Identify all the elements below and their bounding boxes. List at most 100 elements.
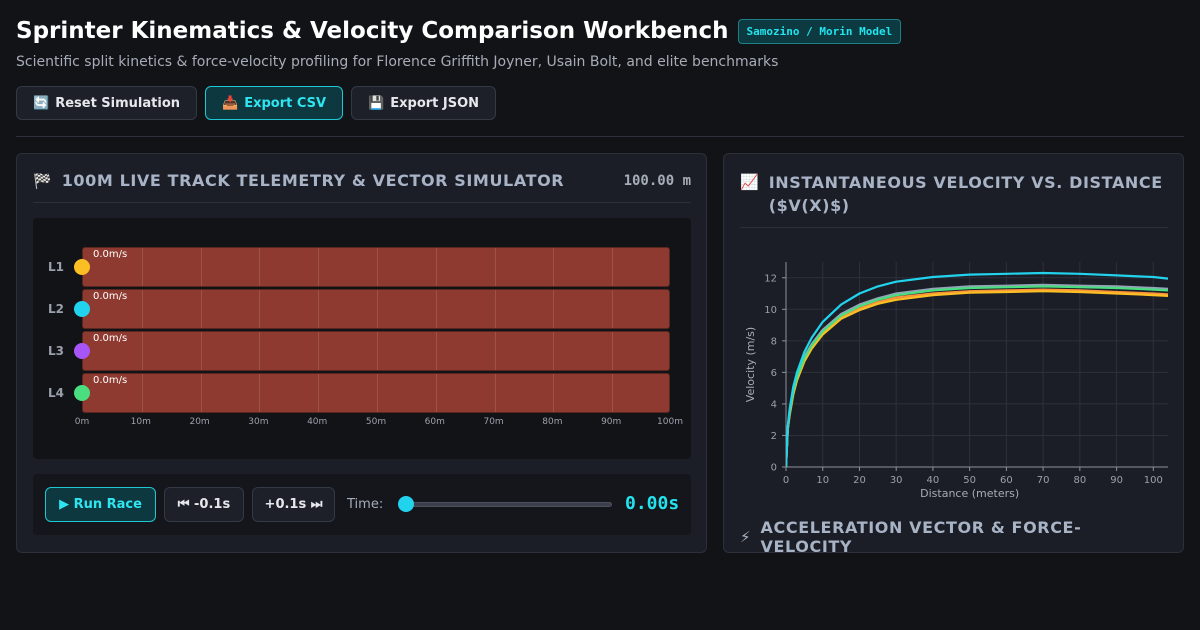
distance-tick-label: 100m	[657, 417, 683, 427]
x-tick-label: 20	[853, 475, 866, 486]
track-panel-header: 🏁 100M Live Track Telemetry & Vector Sim…	[33, 171, 691, 203]
lane-gridline	[141, 248, 143, 286]
lane-gridline	[612, 332, 614, 370]
lane-gridline	[200, 290, 202, 328]
floppy-disk-icon: 💾	[368, 95, 385, 111]
page-header: Sprinter Kinematics & Velocity Compariso…	[16, 18, 1184, 70]
track-view: L1 0.0m/s L2 0.0m/s L3 0.0m/s L4 0.0m/s 0m 10m 20m…	[33, 218, 691, 459]
y-tick-label: 12	[764, 273, 777, 284]
lane-gridline	[318, 332, 320, 370]
runner-speed-label: 0.0m/s	[93, 333, 128, 344]
x-tick-label: 0	[783, 475, 789, 486]
lane-label: L2	[48, 302, 64, 316]
model-badge: Samozino / Morin Model	[737, 18, 902, 44]
toolbar: 🔄 Reset Simulation 📥 Export CSV 💾 Export…	[16, 86, 497, 120]
lane-gridline	[612, 248, 614, 286]
x-tick-label: 90	[1110, 475, 1123, 486]
y-tick-label: 2	[771, 431, 777, 442]
time-slider-thumb[interactable]	[398, 496, 414, 512]
lane-gridline	[259, 290, 261, 328]
lane-gridline	[377, 374, 378, 412]
chart-increasing-icon: 📈	[740, 173, 759, 191]
export-json-label: Export JSON	[390, 95, 480, 111]
time-label: Time:	[347, 497, 384, 512]
distance-tick-label: 80m	[542, 417, 563, 427]
export-csv-button[interactable]: 📥 Export CSV	[205, 86, 344, 120]
track-lane	[82, 373, 670, 413]
y-axis-label: Velocity (m/s)	[744, 327, 757, 402]
step-forward-button[interactable]: +0.1s ⏭	[252, 487, 335, 522]
export-json-button[interactable]: 💾 Export JSON	[351, 86, 497, 120]
lane-gridline	[318, 374, 320, 412]
track-telemetry-panel: 🏁 100M Live Track Telemetry & Vector Sim…	[16, 153, 707, 553]
checkered-flag-icon: 🏁	[33, 171, 52, 190]
track-lane	[82, 289, 670, 329]
x-tick-label: 100	[1144, 475, 1163, 486]
lane-gridline	[553, 290, 555, 328]
velocity-panel-header: 📈 Instantaneous Velocity vs. Distance ($…	[740, 171, 1168, 228]
lane-gridline	[200, 248, 202, 286]
lane-gridline	[612, 290, 614, 328]
velocity-series-line	[786, 285, 1169, 468]
reset-label: Reset Simulation	[55, 95, 181, 111]
runner-marker	[74, 343, 90, 359]
reset-icon: 🔄	[33, 95, 50, 111]
distance-tick-label: 30m	[248, 417, 269, 427]
y-tick-label: 8	[771, 336, 777, 347]
distance-tick-label: 60m	[424, 417, 445, 427]
runner-speed-label: 0.0m/s	[93, 291, 128, 302]
lane-gridline	[435, 248, 437, 286]
velocity-panel: 📈 Instantaneous Velocity vs. Distance ($…	[723, 153, 1184, 553]
x-tick-label: 50	[963, 475, 976, 486]
runner-marker	[74, 259, 90, 275]
distance-tick-label: 50m	[365, 417, 387, 427]
x-tick-label: 10	[816, 475, 829, 486]
lightning-icon: ⚡	[740, 528, 751, 546]
lane-gridline	[377, 332, 378, 370]
lane-gridline	[553, 332, 555, 370]
playback-controls: ▶ Run Race ⏮ -0.1s +0.1s ⏭ Time: 0.00s	[33, 474, 691, 535]
download-icon: 📥	[222, 95, 239, 111]
header-divider	[16, 136, 1184, 137]
x-tick-label: 80	[1073, 475, 1086, 486]
velocity-distance-chart: 0 2 4 6 8 10 12 0 10 20 30 40 50 60 70 80 90 100 Distance …	[744, 262, 1169, 500]
lane-gridline	[377, 290, 378, 328]
lane-gridline	[553, 248, 555, 286]
acceleration-section-title-text: Acceleration Vector & Force-Velocity	[760, 518, 1082, 553]
distance-tick-label: 40m	[307, 417, 328, 427]
velocity-series-line	[786, 271, 1169, 468]
y-tick-label: 0	[771, 463, 777, 474]
title-row: Sprinter Kinematics & Velocity Compariso…	[16, 18, 1184, 44]
x-tick-label: 30	[890, 475, 903, 486]
lane-gridline	[494, 290, 496, 328]
run-race-button[interactable]: ▶ Run Race	[45, 487, 156, 522]
reset-simulation-button[interactable]: 🔄 Reset Simulation	[16, 86, 198, 120]
lane-gridline	[494, 332, 496, 370]
x-tick-label: 40	[927, 475, 940, 486]
runner-marker	[74, 301, 90, 317]
lane-label: L1	[48, 260, 64, 274]
runner-marker	[74, 385, 90, 401]
lane-gridline	[200, 332, 202, 370]
lane-gridline	[494, 374, 496, 412]
y-tick-label: 6	[771, 368, 777, 379]
velocity-series-line	[786, 288, 1169, 468]
distance-tick-label: 10m	[130, 417, 151, 427]
velocity-series-line	[786, 290, 1169, 468]
y-tick-label: 4	[771, 399, 777, 410]
time-slider[interactable]	[400, 502, 612, 507]
track-panel-title-text: 100M Live Track Telemetry & Vector Simul…	[61, 171, 565, 190]
x-tick-label: 70	[1037, 475, 1050, 486]
lane-gridline	[435, 374, 437, 412]
runner-speed-label: 0.0m/s	[93, 249, 128, 260]
export-csv-label: Export CSV	[244, 95, 327, 111]
step-back-button[interactable]: ⏮ -0.1s	[164, 487, 244, 522]
page-subtitle: Scientific split kinetics & force-veloci…	[16, 54, 779, 70]
lane-gridline	[259, 248, 261, 286]
page-title: Sprinter Kinematics & Velocity Compariso…	[16, 18, 729, 44]
lane-gridline	[259, 332, 261, 370]
lane-gridline	[200, 374, 202, 412]
lane-gridline	[318, 290, 320, 328]
lane-gridline	[141, 290, 143, 328]
lane-gridline	[612, 374, 614, 412]
